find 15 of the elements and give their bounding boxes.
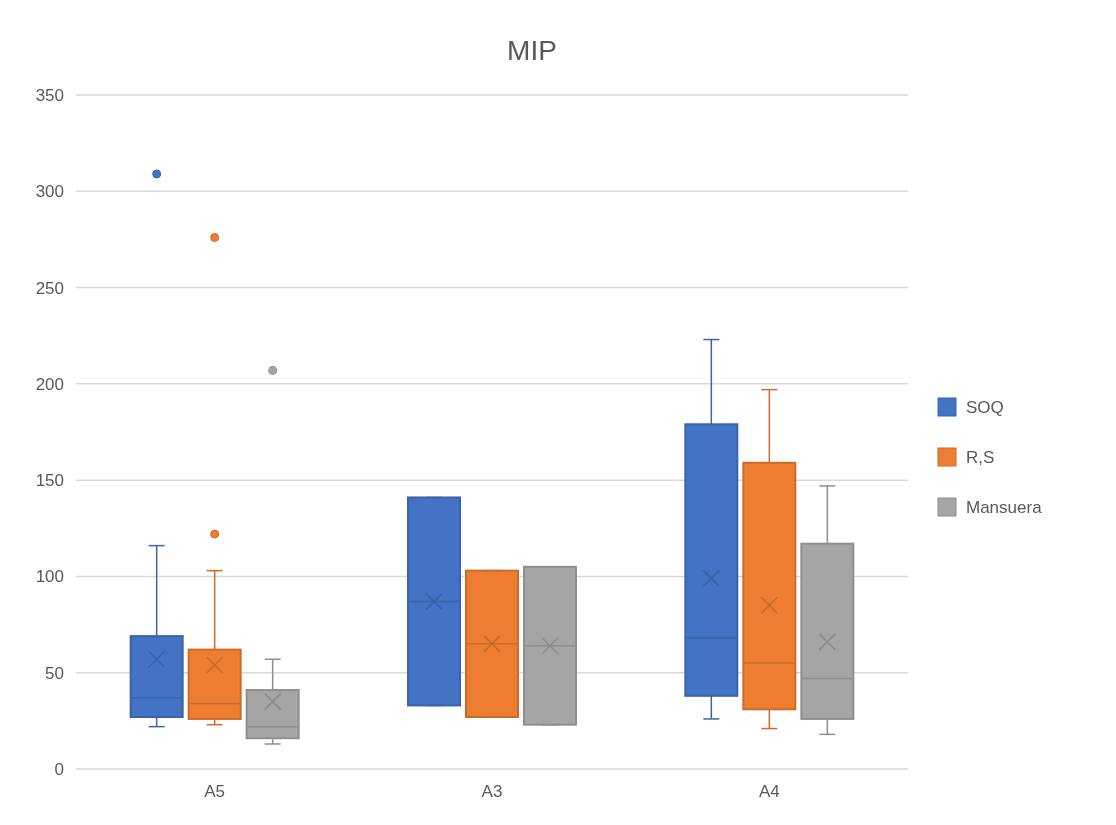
y-tick-label: 0 — [54, 759, 64, 779]
legend-label: Mansuera — [966, 497, 1043, 517]
y-tick-label: 150 — [35, 471, 64, 491]
y-tick-label: 200 — [35, 374, 64, 394]
legend-label: R,S — [966, 447, 995, 467]
y-tick-label: 100 — [35, 567, 64, 587]
legend-label: SOQ — [966, 397, 1004, 417]
y-tick-label: 350 — [35, 85, 64, 105]
x-tick-label: A3 — [481, 782, 503, 801]
y-tick-label: 250 — [35, 278, 64, 298]
chart-title: MIP — [507, 35, 557, 66]
y-tick-label: 300 — [35, 182, 64, 202]
y-tick-label: 50 — [45, 663, 64, 683]
x-tick-label: A4 — [758, 782, 780, 801]
x-tick-label: A5 — [204, 782, 226, 801]
